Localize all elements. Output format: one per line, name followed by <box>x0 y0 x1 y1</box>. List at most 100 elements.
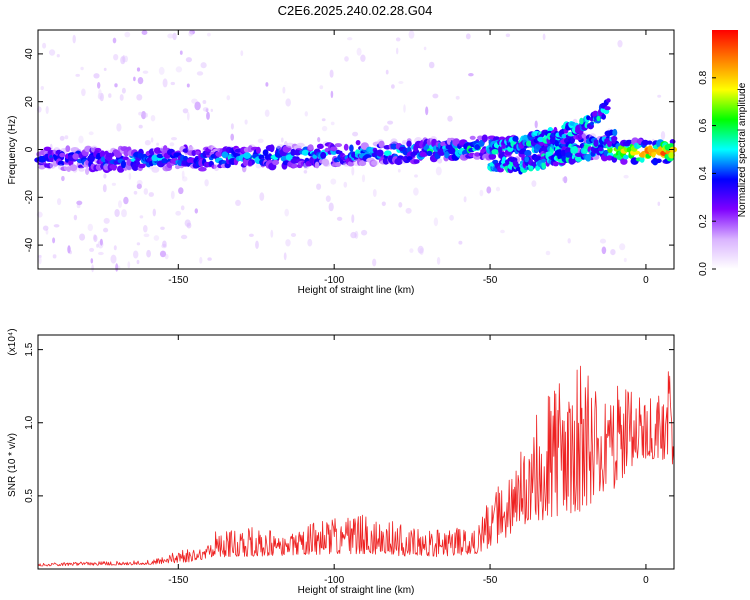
spectrogram-cell <box>612 128 618 137</box>
spectrogram-cell <box>264 109 270 117</box>
spectrogram-cell <box>647 148 656 153</box>
spectrogram-cell <box>330 121 335 126</box>
colorbar-tick-label: 0.2 <box>698 214 709 228</box>
spectrogram-cell <box>428 61 435 69</box>
spectrogram-cell <box>356 47 362 56</box>
spectrogram-cell <box>512 135 519 142</box>
spectrogram-cell <box>599 238 607 244</box>
colorbar-tick-label: 0.8 <box>698 70 709 84</box>
snr-y-tick-label: 0.5 <box>24 488 35 502</box>
spectrogram-cell <box>541 158 547 163</box>
spectrogram-cell <box>372 258 377 267</box>
spectrogram-cell <box>202 107 209 112</box>
spectrogram-cell <box>257 138 264 143</box>
spectrogram-cell <box>75 73 80 77</box>
spectrogram-cell <box>316 183 322 190</box>
spectrogram-cell <box>99 150 106 159</box>
spectrogram-cell <box>53 224 60 228</box>
spectrogram-cells <box>34 29 678 273</box>
spectrogram-y-tick-label: 40 <box>24 48 35 60</box>
spectrogram-cell <box>398 202 403 208</box>
spectrogram-cell <box>623 257 627 263</box>
spectrogram-cell <box>351 214 355 224</box>
spectrogram-cell <box>181 170 185 179</box>
spectrogram-cell <box>406 156 413 161</box>
spectrogram-cell <box>432 93 439 99</box>
spectrogram-cell <box>188 31 193 37</box>
spectrogram-cell <box>330 146 338 151</box>
spectrogram-cell <box>121 160 126 169</box>
spectrogram-cell <box>293 149 302 156</box>
spectrogram-y-tick-label: 0 <box>24 146 35 152</box>
spectrogram-cell <box>371 160 379 166</box>
snr-y-multiplier: (x10⁴) <box>7 328 18 355</box>
spectrogram-cell <box>38 256 42 265</box>
spectrogram-cell <box>426 150 433 156</box>
spectrogram-cell <box>37 155 47 163</box>
spectrogram-cell <box>196 71 204 76</box>
spectrogram-cell <box>401 156 407 161</box>
spectrogram-cell <box>103 227 109 233</box>
spectrogram-cell <box>52 254 57 259</box>
spectrogram-cell <box>128 172 132 180</box>
spectrogram-cell <box>465 33 471 40</box>
spectrogram-cell <box>561 133 568 139</box>
spectrogram-cell <box>361 229 368 236</box>
spectrogram-cell <box>144 112 148 118</box>
spectrogram-cell <box>322 158 330 167</box>
spectrogram-cell <box>449 214 454 221</box>
spectrogram-cell <box>111 164 117 171</box>
spectrogram-cell <box>142 70 149 74</box>
spectrogram-cell <box>175 165 181 170</box>
spectrogram-cell <box>85 167 90 175</box>
spectrogram-cell <box>282 86 286 94</box>
spectrogram-cell <box>255 240 259 249</box>
spectrogram-cell <box>93 234 98 243</box>
spectrogram-cell <box>111 182 116 186</box>
spectrogram-cell <box>121 87 126 94</box>
spectrogram-cell <box>501 144 506 150</box>
spectrogram-cell <box>248 233 254 237</box>
spectrogram-cell <box>384 150 391 156</box>
spectrogram-cell <box>45 106 49 114</box>
spectrogram-cell <box>655 158 662 164</box>
spectrogram-cell <box>455 95 460 100</box>
spectrogram-cell <box>207 32 211 37</box>
spectrogram-cell <box>349 144 354 152</box>
spectrogram-cell <box>194 101 201 111</box>
spectrogram-cell <box>137 77 144 85</box>
spectrogram-cell <box>265 82 269 87</box>
colorbar-label: Normalized spectral amplitude <box>737 82 748 217</box>
spectrogram-cell <box>343 143 349 151</box>
spectrogram-cell <box>468 73 474 77</box>
spectrogram-cell <box>639 156 645 163</box>
spectrogram-cell <box>352 131 359 137</box>
spectrogram-cell <box>136 259 140 265</box>
spectrogram-cell <box>478 139 485 147</box>
spectrogram-cell <box>425 106 429 116</box>
spectrogram-cell <box>611 135 618 142</box>
spectrogram-cell <box>162 240 167 248</box>
spectrogram-cell <box>207 257 212 261</box>
spectrogram-cell <box>247 145 253 153</box>
spectrogram-cell <box>601 113 606 120</box>
spectrogram-cell <box>291 163 299 168</box>
spectrogram-cell <box>358 160 367 167</box>
spectrogram-cell <box>604 106 611 111</box>
spectrogram-cell <box>255 146 261 154</box>
spectrogram-cell <box>403 104 406 113</box>
spectrogram-cell <box>124 55 128 63</box>
spectrogram-cell <box>474 144 481 150</box>
spectrogram-cell <box>668 151 675 159</box>
spectrogram-cell <box>531 180 537 188</box>
spectrogram-cell <box>118 200 122 209</box>
spectrogram-cell <box>102 184 107 193</box>
spectrogram-cell <box>230 133 234 141</box>
spectrogram-cell <box>170 190 175 200</box>
spectrogram-cell <box>156 142 160 146</box>
snr-x-tick-label: -100 <box>324 575 344 586</box>
spectrogram-cell <box>210 108 213 112</box>
spectrogram-cell <box>202 100 207 104</box>
spectrogram-cell <box>321 125 328 132</box>
spectrogram-cell <box>593 139 599 147</box>
